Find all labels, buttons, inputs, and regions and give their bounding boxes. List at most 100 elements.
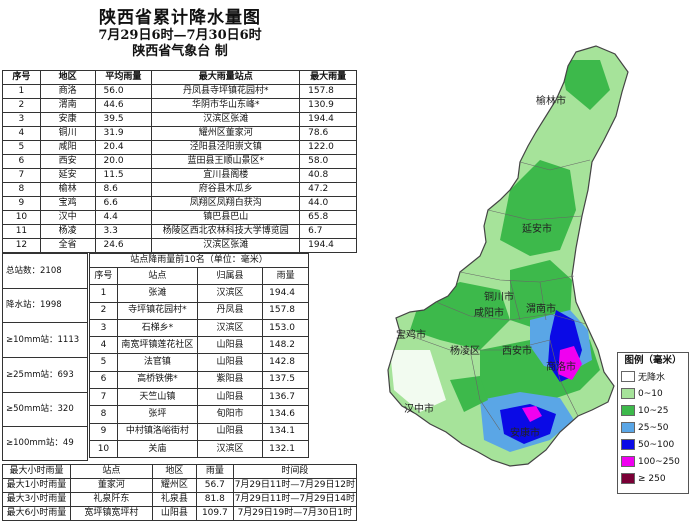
- legend-item: 无降水: [618, 368, 688, 385]
- city-boundaries: [399, 159, 591, 431]
- table-cell: 礼泉阡东: [69, 492, 153, 507]
- table-cell: 12: [2, 238, 41, 253]
- province-border: [387, 45, 629, 467]
- legend-swatch: [621, 405, 635, 416]
- table-cell: 5: [89, 353, 118, 372]
- table-cell: 11.5: [94, 168, 153, 183]
- city-label: 铜川市: [484, 290, 514, 303]
- table-cell: 寺坪镇花园村*: [116, 301, 198, 320]
- table-cell: 136.7: [262, 388, 309, 407]
- table-cell: 中村镇洛峪街村: [116, 422, 198, 441]
- table-cell: 58.0: [299, 154, 357, 169]
- table-cell: 最大1小时雨量: [2, 478, 71, 493]
- table-cell: 山阳县: [196, 353, 264, 372]
- top10-caption-row: 站点降雨量前10名（单位：毫米）: [89, 253, 309, 268]
- city-label: 渭南市: [526, 302, 556, 315]
- table-cell: 10: [89, 439, 118, 459]
- table-cell: 6.6: [94, 196, 153, 211]
- header-cell: 站点: [116, 266, 198, 286]
- legend-swatch: [621, 456, 635, 467]
- table-cell: 24.6: [94, 238, 153, 253]
- top10-station-table: 站点降雨量前10名（单位：毫米） 序号 站点 归属县 雨量 1 张滩 汉滨区 194.…: [89, 253, 309, 459]
- table-cell: 7月29日11时—7月29日12时: [232, 478, 358, 493]
- table-cell: 1: [2, 84, 41, 99]
- table-row: 10 汉中 4.4 镇巴县巴山 65.8: [2, 210, 357, 225]
- table-cell: 134.6: [262, 405, 309, 424]
- table-cell: 7: [2, 168, 41, 183]
- header-cell: 地区: [39, 70, 96, 85]
- table-cell: 9: [89, 422, 118, 441]
- table-cell: 9: [2, 196, 41, 211]
- table-cell: 148.2: [262, 336, 309, 355]
- table-cell: 山阳县: [196, 422, 264, 441]
- table-cell: 20.4: [94, 140, 153, 155]
- table-cell: 7: [89, 388, 118, 407]
- table-row: 4 铜川 31.9 耀州区董家河 78.6: [2, 126, 357, 141]
- table-cell: 6: [2, 154, 41, 169]
- table-header-row: 序号 站点 归属县 雨量: [89, 266, 309, 286]
- table-cell: 4.4: [94, 210, 153, 225]
- title-block: 陕西省累计降水量图 7月29日6时—7月30日6时 陕西省气象台 制: [0, 8, 360, 60]
- header-cell: 地区: [151, 464, 197, 479]
- table-cell: 西安: [39, 154, 96, 169]
- table-cell: 耀州区董家河: [151, 126, 301, 141]
- table-cell: 44.0: [299, 196, 357, 211]
- table-cell: 安康: [39, 112, 96, 127]
- table-cell: 10: [2, 210, 41, 225]
- table-cell: 65.8: [299, 210, 357, 225]
- table-cell: 5: [2, 140, 41, 155]
- city-label: 咸阳市: [474, 306, 504, 319]
- table-cell: 商洛: [39, 84, 96, 99]
- table-cell: 20.0: [94, 154, 153, 169]
- table-row: 3 安康 39.5 汉滨区张滩 194.4: [2, 112, 357, 127]
- header-cell: 时间段: [232, 464, 358, 479]
- table-cell: 3: [2, 112, 41, 127]
- ge50-stations: ≥50mm站：320: [3, 393, 87, 427]
- table-cell: 194.4: [299, 238, 357, 253]
- legend-label: 50~100: [638, 439, 675, 450]
- table-cell: 铜川: [39, 126, 96, 141]
- max-hourly-rain-table: 最大小时雨量 站点 地区 雨量 时间段 最大1小时雨量 董家河 耀州区 56.7 7月2…: [2, 464, 358, 521]
- table-row: 最大1小时雨量 董家河 耀州区 56.7 7月29日11时—7月29日12时: [2, 478, 358, 493]
- table-cell: 8: [2, 182, 41, 197]
- table-cell: 汉滨区: [196, 439, 264, 459]
- table-row: 7 天竺山镇 山阳县 136.7: [89, 388, 309, 407]
- header-cell: 站点: [69, 464, 153, 479]
- ge25-stations: ≥25mm站：693: [3, 358, 87, 393]
- table-cell: 157.8: [299, 84, 357, 99]
- header-cell: 最大雨量: [299, 70, 357, 85]
- table-cell: 山阳县: [196, 336, 264, 355]
- legend-swatch: [621, 371, 635, 382]
- table-cell: 1: [89, 284, 118, 303]
- table-cell: 丹凤县寺坪镇花园村*: [151, 84, 301, 99]
- header-cell: 雨量: [195, 464, 234, 479]
- table-cell: 39.5: [94, 112, 153, 127]
- table-row: 5 咸阳 20.4 泾阳县泾阳崇文镇 122.0: [2, 140, 357, 155]
- city-label: 延安市: [522, 222, 552, 235]
- table-cell: 蓝田县王顺山景区*: [151, 154, 301, 169]
- table-row: 8 张坪 旬阳市 134.6: [89, 405, 309, 424]
- table-cell: 关庙: [116, 439, 198, 459]
- table-cell: 11: [2, 224, 41, 239]
- table-cell: 旬阳市: [196, 405, 264, 424]
- table-row: 5 法官镇 山阳县 142.8: [89, 353, 309, 372]
- city-label: 商洛市: [546, 360, 576, 373]
- table-row: 2 渭南 44.6 华阴市华山东峰* 130.9: [2, 98, 357, 113]
- table-cell: 全省: [39, 238, 96, 253]
- ge100-stations: ≥100mm站：49: [6, 438, 74, 448]
- table-row: 8 榆林 8.6 府谷县木瓜乡 47.2: [2, 182, 357, 197]
- total-stations: 总站数：2108: [3, 254, 87, 289]
- table-cell: 40.8: [299, 168, 357, 183]
- legend-item: 50~100: [618, 436, 688, 453]
- table-cell: 44.6: [94, 98, 153, 113]
- table-cell: 宝鸡: [39, 196, 96, 211]
- table-cell: 132.1: [262, 439, 309, 459]
- table-cell: 宽坪镇宽坪村: [69, 506, 153, 521]
- region-rainfall-table: 序号 地区 平均雨量 最大雨量站点 最大雨量 1 商洛 56.0 丹凤县寺坪镇花园村*…: [2, 70, 357, 253]
- header-cell: 最大雨量站点: [151, 70, 301, 85]
- table-cell: 8: [89, 405, 118, 424]
- table-cell: 56.7: [195, 478, 234, 493]
- table-cell: 78.6: [299, 126, 357, 141]
- city-label: 杨凌区: [450, 344, 480, 357]
- table-cell: 47.2: [299, 182, 357, 197]
